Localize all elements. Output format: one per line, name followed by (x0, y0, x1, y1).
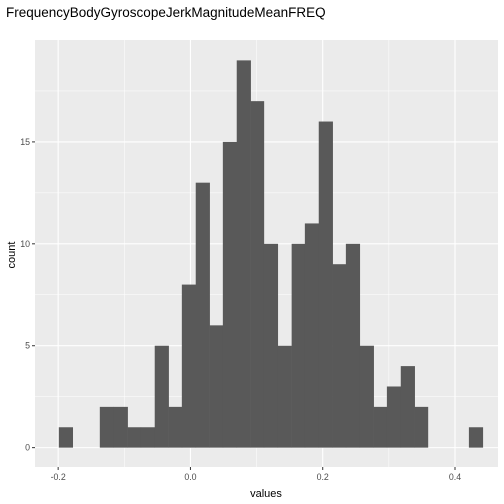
histogram-bar (414, 406, 429, 448)
histogram-bar (359, 345, 374, 448)
histogram-bar (250, 101, 265, 448)
histogram-bar (99, 406, 115, 448)
histogram-bar (168, 406, 183, 448)
histogram-bar (263, 243, 279, 448)
histogram-bar (195, 182, 210, 448)
histogram-bar (386, 386, 402, 448)
histogram-bar (58, 427, 74, 448)
y-axis: 0 5 10 15 (20, 137, 35, 453)
histogram-bar (304, 223, 320, 448)
x-axis-title: values (250, 488, 282, 500)
histogram-bar (318, 121, 333, 448)
histogram-bar (113, 406, 128, 448)
histogram-bar (345, 243, 361, 448)
histogram-bar (277, 345, 292, 448)
histogram-bar (236, 60, 251, 448)
histogram-bar (181, 284, 197, 448)
x-tick-label: 0.0 (184, 472, 196, 482)
histogram-bar (373, 406, 388, 448)
histogram-bar (468, 427, 484, 448)
x-axis: -0.2 0.0 0.2 0.4 (51, 467, 461, 482)
histogram-bar (127, 427, 142, 448)
histogram-bar (154, 345, 169, 448)
y-tick-label: 15 (20, 137, 30, 147)
histogram-bar (400, 366, 415, 448)
histogram-bar (140, 427, 156, 448)
histogram-bar (291, 243, 306, 448)
histogram-bar (209, 325, 224, 448)
x-tick-label: 0.4 (449, 472, 461, 482)
histogram-bar (222, 141, 238, 448)
x-tick-label: 0.2 (317, 472, 329, 482)
y-tick-label: 5 (25, 341, 30, 351)
x-tick-label: -0.2 (51, 472, 66, 482)
chart-title: FrequencyBodyGyroscopeJerkMagnitudeMeanF… (6, 5, 326, 20)
y-axis-title: count (6, 242, 18, 269)
y-tick-label: 10 (20, 239, 30, 249)
histogram-bar (332, 264, 347, 448)
y-tick-label: 0 (25, 443, 30, 453)
histogram-bars (58, 60, 484, 448)
